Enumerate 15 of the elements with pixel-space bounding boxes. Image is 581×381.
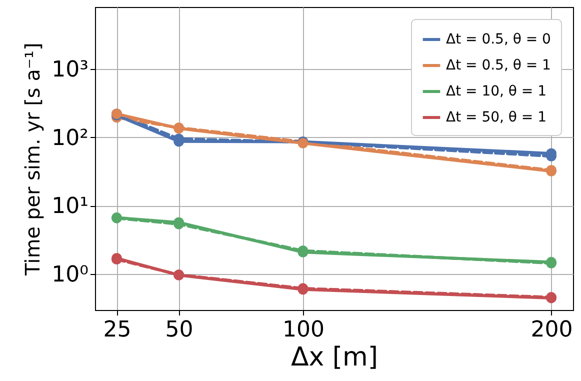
y-tick-label: 10⁰ <box>52 262 89 288</box>
x-tick-label: 50 <box>165 318 194 342</box>
y-tick-label: 10³ <box>52 57 88 82</box>
y-tick-label: 10¹ <box>52 194 88 220</box>
legend-label: Δt = 0.5, θ = 0 <box>446 32 551 48</box>
legend-label: Δt = 10, θ = 1 <box>446 84 547 100</box>
y-tick-label: 10² <box>52 126 88 151</box>
x-tick-label: 200 <box>530 318 573 342</box>
x-tick-label: 25 <box>103 318 132 342</box>
legend-label: Δt = 0.5, θ = 1 <box>446 58 551 74</box>
legend-label: Δt = 50, θ = 1 <box>446 110 547 126</box>
point <box>174 270 184 280</box>
x-tick-label: 100 <box>282 318 324 342</box>
y-axis-title: Time per sim. yr [s a⁻¹] <box>20 42 45 276</box>
x-axis-title: Δx [m] <box>290 342 378 372</box>
